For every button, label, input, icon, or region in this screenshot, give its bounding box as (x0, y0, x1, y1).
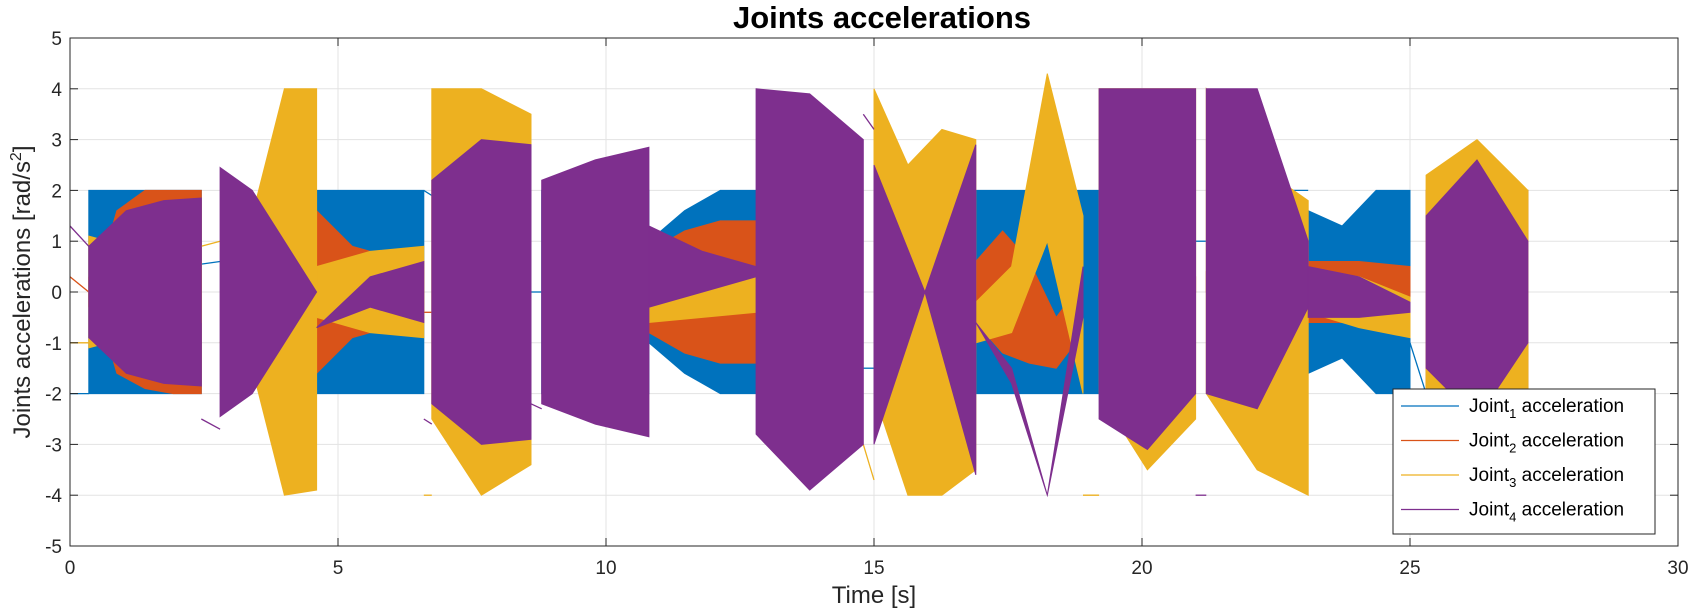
series-line-segment (862, 113, 875, 130)
y-tick-label: 4 (51, 80, 62, 101)
y-tick-label: 3 (51, 131, 62, 152)
legend-label-joint-3: Joint3 acceleration (1469, 465, 1624, 490)
y-tick-label: 2 (51, 181, 62, 202)
y-axis-label: Joints accelerations [rad/s2] (8, 145, 36, 438)
chart-title: Joints accelerations (733, 0, 1031, 35)
series-envelope-segment (755, 88, 864, 491)
series-envelope-segment (316, 260, 425, 329)
legend: Joint1 acceleration Joint2 acceleration Jo… (1392, 388, 1656, 535)
series-line-segment (862, 444, 875, 481)
y-axis-ticks: -5 -4 -3 -2 -1 0 1 2 3 4 5 (45, 29, 1678, 558)
series-line-segment (530, 403, 542, 410)
series-line-segment (201, 260, 221, 265)
x-tick-label: 10 (595, 558, 616, 579)
series-line-segment (423, 418, 433, 425)
x-tick-label: 20 (1131, 558, 1152, 579)
series-line-segment (423, 189, 433, 197)
y-tick-label: -5 (45, 537, 62, 558)
series-line-segment (200, 418, 221, 430)
y-tick-label: 1 (51, 232, 62, 253)
y-axis-label-close: ] (9, 145, 36, 152)
series-envelope-segment (1307, 265, 1411, 318)
series-envelope-segment (431, 139, 532, 445)
y-tick-label: -4 (45, 486, 62, 507)
series-envelope-segment (1425, 159, 1529, 420)
series-line-segment (201, 240, 221, 247)
x-tick-label: 5 (333, 558, 344, 579)
x-tick-label: 0 (65, 558, 76, 579)
y-tick-label: 5 (51, 29, 62, 50)
x-tick-label: 15 (863, 558, 884, 579)
legend-label-joint-1: Joint1 acceleration (1469, 396, 1624, 421)
series-line-segment (70, 276, 90, 293)
x-axis-label: Time [s] (832, 582, 916, 609)
y-tick-label: 0 (51, 283, 62, 304)
y-axis-label-main: Joints accelerations [rad/s (9, 161, 36, 438)
series-line-segment (1409, 342, 1427, 394)
series-line-segment (70, 225, 90, 247)
series-envelope-segment (88, 197, 202, 387)
series-layer (70, 73, 1529, 498)
series-envelope-segment (219, 166, 318, 418)
y-tick-label: -3 (45, 435, 62, 456)
series-envelope-segment (1098, 88, 1197, 451)
y-tick-label: -2 (45, 385, 62, 406)
x-tick-label: 25 (1399, 558, 1420, 579)
series-envelope-segment (541, 146, 650, 438)
y-tick-label: -1 (45, 334, 62, 355)
y-axis-label-superscript: 2 (8, 152, 25, 161)
legend-label-joint-4: Joint4 acceleration (1469, 500, 1624, 525)
series-envelope-segment (873, 144, 977, 476)
series-joint-4 (70, 88, 1529, 498)
series-envelope-segment (975, 266, 1084, 498)
x-axis-ticks: 0 5 10 15 20 25 30 (65, 38, 1689, 579)
x-tick-label: 30 (1667, 558, 1688, 579)
legend-label-joint-2: Joint2 acceleration (1469, 431, 1624, 456)
